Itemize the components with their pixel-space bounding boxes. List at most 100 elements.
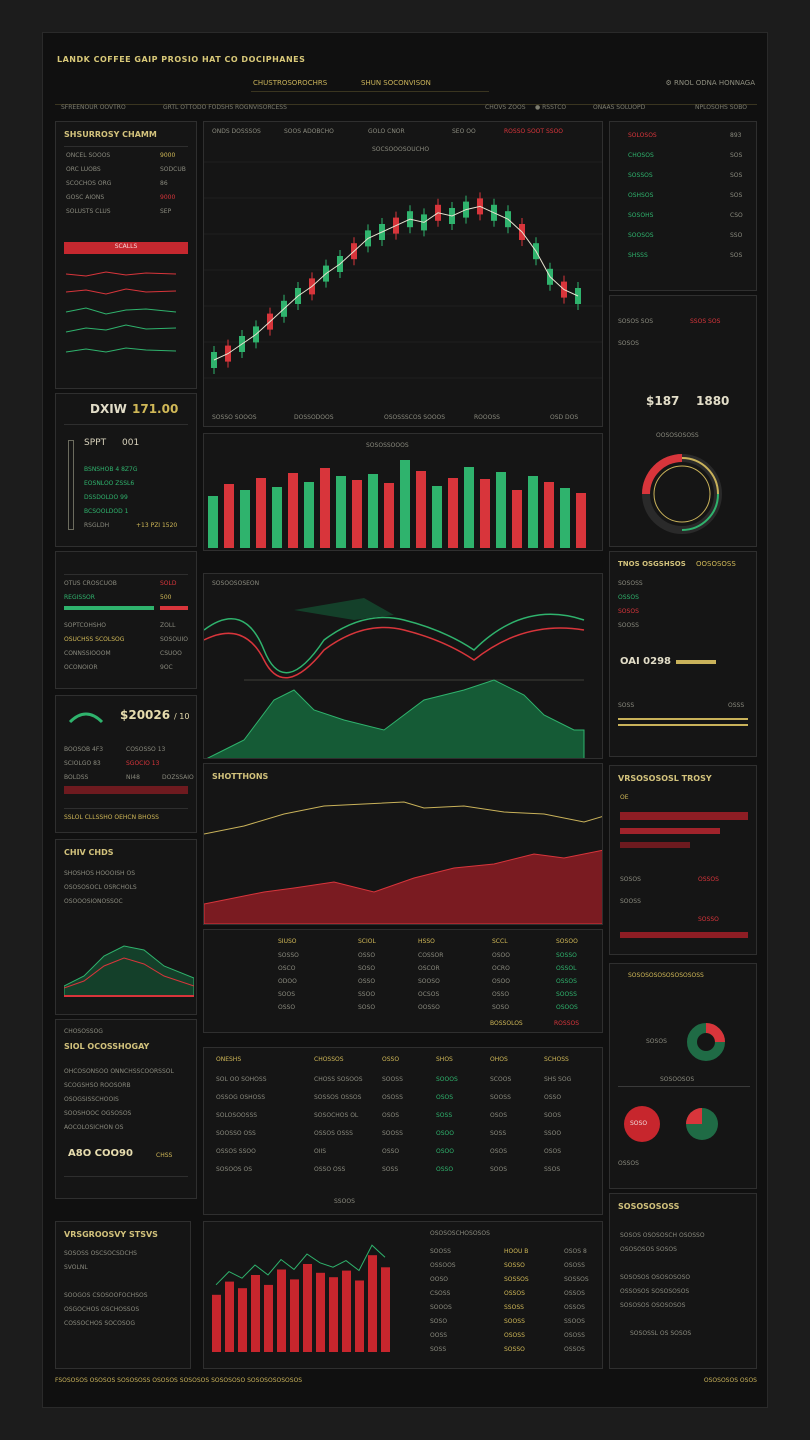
depth-label: OSHSOS [628,192,654,199]
oscillator-panel: SOSOOSOSEON [203,573,603,759]
subbar-item[interactable]: GRTL OTTODO FODSHS [163,104,234,111]
donut-chart-2 [686,1108,718,1140]
gauge-row: SSOS SOS [690,318,721,325]
grid-cell: OSSOS [556,978,577,985]
theory-row: SOSSO [698,916,719,923]
distribution-header: SOSOSOSOSOSOSOSOSS [628,972,704,979]
bottom-cell: OSOS 8 [564,1248,587,1255]
order-cell: OSOSS [382,1094,403,1101]
tab-divider [251,91,489,92]
watch-row[interactable]: CONNSSIOOOM [64,650,111,657]
top-bar: LANDK COFFEE GAIP PROSIO HAT CO DOCIPHAN… [55,47,757,105]
order-cell: OSOS [436,1094,454,1101]
quote-row: BOLDSS [64,774,89,781]
index-value: 171.00 [132,402,179,416]
bottom-cell: OSOSS [564,1332,585,1339]
watch-value: SOSOUIO [160,636,188,643]
toolbar-item[interactable]: SOOS ADOBCHO [284,128,334,135]
tab-simulation[interactable]: SHUN SOCONVISON [361,79,431,87]
small-chart-panel: CHIV CHDS SHOSHOS HOOOISH OS OSOSOSOCL O… [55,839,197,1015]
volume-bar [304,482,314,548]
volume-bar [528,476,538,548]
price-chart-panel: ONDS DOSSSOS SOOS ADOBCHO GOLO CNOR SEO … [203,121,603,427]
watch-row[interactable]: SOPTCOHSHO [64,622,106,629]
divider [64,424,188,425]
scale-button[interactable]: SCALLS [64,242,188,254]
subbar-item[interactable]: NPLOSOHS SOBO [695,104,747,111]
divider [64,1176,188,1177]
toolbar-item[interactable]: ONDS DOSSSOS [212,128,261,135]
grid-cell: OSSO [358,978,376,985]
trends-panel: SHOTTHONS [203,763,603,925]
order-cell: SOOOS [436,1076,458,1083]
subbar-item[interactable]: ONAAS SOLUOPD [593,104,646,111]
order-header: CHOSSOS [314,1056,344,1063]
quote-value: SGOCIO 13 [126,760,160,767]
grid-cell: OSCO [278,965,296,972]
watch-value: 500 [160,594,172,601]
summary-line: OSSOSOS SOSOSOSOS [620,1288,690,1295]
theory-row: OSSOS [698,876,719,883]
grid-cell: SOSSO [556,952,577,959]
info-line: BSNSHOB 4 8Z7G [84,466,138,473]
story-line: SOOGOS CSOSOOFOCHSOS [64,1292,148,1299]
summary-line: OSOSOSOS SOSOS [620,1246,677,1253]
grid-cell: OCSOS [418,991,440,998]
subbar-item[interactable]: CHOVS ZOOS [485,104,526,111]
story-line: COSSOCHOS SOCOSOG [64,1320,136,1327]
gauge-row: SOSOS SOS [618,318,654,325]
info-line: DSSDOLDO 99 [84,494,128,501]
bottom-bar [381,1267,390,1352]
row-label: ORC LUOBS [66,166,101,173]
pie-chart [624,1106,660,1142]
order-cell: SOL OO SOHOSS [216,1076,267,1083]
bottom-bar [290,1279,299,1352]
toolbar-item[interactable]: GOLO CNOR [368,128,405,135]
bottom-chart-panel: OSOSOSCHOSOSOS SOOSS HOOU B OSOS 8 OSSOOS SO… [203,1221,603,1369]
grid-cell: SOSO [358,965,376,972]
depth-label: SOOSOS [628,232,654,239]
ticker-value: 001 [122,438,140,448]
info-line: +13 PZI 1520 [136,522,178,529]
depth-label: SOSOHS [628,212,654,219]
watch-row[interactable]: OCONOIOR [64,664,98,671]
panel-title: SHSURROSY CHAMM [64,130,157,139]
trend-footer: SOSS [618,702,635,709]
volume-bar [512,490,522,548]
row-value: 86 [160,180,168,187]
watch-row[interactable]: REGISSOR [64,594,95,601]
watch-row[interactable]: OSUCHSS SCOLSOG [64,636,125,643]
watch-row[interactable]: OTUS CROSCUOB [64,580,117,587]
theory-bar [620,842,690,848]
order-cell: OSSO [382,1148,400,1155]
distribution-panel: SOSOSOSOSOSOSOSOSS SOSOS SOSOOSOS SOSO O… [609,963,757,1189]
grid-cell: ODOO [278,978,297,985]
volume-header: SOSOSSOOOS [366,442,409,449]
tab-overview[interactable]: CHUSTROSOROCHRS [253,79,328,87]
bottom-bar [277,1269,286,1352]
volume-bar [464,467,474,548]
toolbar-item[interactable]: SEO OO [452,128,476,135]
order-header: SHOS [436,1056,453,1063]
grid-header: SCCL [492,938,508,945]
subbar-item[interactable]: SFREENOUR OOVTRO [61,104,126,111]
order-cell: OSOO [436,1148,454,1155]
subbar-item[interactable]: ROGNVISORCESS [235,104,287,111]
row-label: GOSC AIONS [66,194,105,201]
report-value-label: CHSS [156,1152,173,1159]
grid-footer: BOSSOLOS [490,1020,523,1027]
volume-bar [352,480,362,548]
order-cell: SOSOCHOS OL [314,1112,359,1119]
top-icon-group[interactable]: ⚙ RNOL ODNA HONNAGA [665,79,755,87]
subbar-item[interactable]: ● RSSTCO [535,104,567,111]
trend-row: SOSOS [618,608,639,615]
row-value: 9000 [160,152,176,159]
order-cell: SOOSSO OSS [216,1130,256,1137]
volume-bar [208,496,218,548]
chart-header: SOCSOOOSOUCHO [372,146,430,153]
grid-cell: OSSO [358,952,376,959]
volume-bar [560,488,570,548]
toolbar-item[interactable]: ROSSO SOOT SSOO [504,128,564,135]
chart-footer: SOSSO SOOOS [212,414,257,421]
summary-chart-panel: SHSURROSY CHAMM ONCEL SOOOS 9000 ORC LUO… [55,121,197,389]
